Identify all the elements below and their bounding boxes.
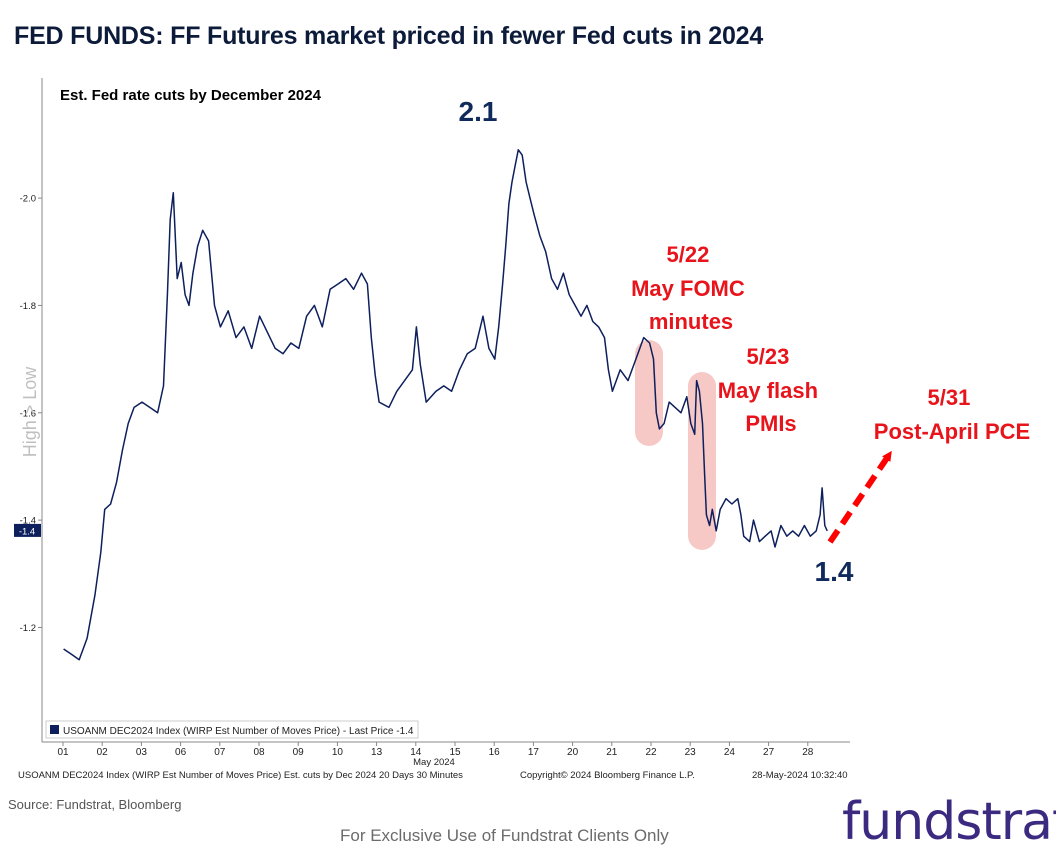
x-tick-label: 24: [724, 747, 736, 758]
x-tick-label: 10: [332, 747, 344, 758]
legend-box: [45, 720, 419, 739]
x-tick-label: 01: [57, 747, 69, 758]
pmi-annotation: 5/23 May flash PMIs: [718, 344, 824, 436]
fomc-annotation: 5/22 May FOMC minutes: [631, 242, 751, 334]
peak-annotation: 2.1: [459, 96, 498, 127]
timestamp: 28-May-2024 10:32:40: [752, 770, 848, 781]
chart-subtitle: Est. Fed rate cuts by December 2024: [60, 87, 322, 104]
last-price-tag: [14, 523, 41, 537]
pmi-highlight: [688, 372, 716, 550]
x-tick-label: 08: [253, 747, 265, 758]
fundstrat-logo: fundstrat: [842, 792, 1056, 852]
y-tick-label: -1.4: [20, 516, 36, 527]
x-tick-label: 06: [175, 747, 187, 758]
x-tick-label: 13: [371, 747, 383, 758]
x-tick-label: 28: [802, 747, 814, 758]
x-tick-label: 17: [528, 747, 540, 758]
pce-arrow: [827, 450, 892, 544]
exclusive-note: For Exclusive Use of Fundstrat Clients O…: [340, 826, 669, 845]
x-tick-label: 23: [685, 747, 697, 758]
legend-label: USOANM DEC2024 Index (WIRP Est Number of…: [63, 726, 414, 737]
y-tick-label: -2.0: [20, 194, 36, 205]
series-line: [63, 149, 828, 661]
x-tick-label: 20: [567, 747, 579, 758]
x-tick-label: 07: [214, 747, 226, 758]
y-tick-label: -1.2: [20, 623, 36, 634]
y-tick-label: -1.6: [20, 408, 36, 419]
chart: -2.0 -1.8 -1.6 -1.4 -1.2 01 02 03 06 07 08 09 10 13 1…: [14, 78, 1030, 781]
x-tick-label: 15: [449, 747, 461, 758]
x-tick-label: 16: [489, 747, 501, 758]
x-month-label: May 2024: [413, 757, 455, 768]
x-tick-label: 03: [136, 747, 148, 758]
fomc-highlight: [635, 340, 663, 446]
x-tick-label: 02: [97, 747, 109, 758]
copyright: Copyright© 2024 Bloomberg Finance L.P.: [520, 770, 695, 781]
source-note: Source: Fundstrat, Bloomberg: [8, 797, 182, 812]
page-title: FED FUNDS: FF Futures market priced in f…: [14, 22, 764, 50]
last-value-annotation: 1.4: [815, 556, 854, 587]
x-tick-label: 21: [606, 747, 618, 758]
x-tick-label: 09: [293, 747, 305, 758]
last-price-tag-label: -1.4: [19, 526, 35, 537]
x-tick-label: 22: [645, 747, 657, 758]
x-tick-label: 14: [410, 747, 422, 758]
series-footnote: USOANM DEC2024 Index (WIRP Est Number of…: [18, 770, 463, 781]
y-tick-label: -1.8: [20, 301, 36, 312]
pce-annotation: 5/31 Post-April PCE: [874, 385, 1030, 444]
legend-swatch: [50, 725, 59, 734]
x-tick-label: 27: [763, 747, 775, 758]
y-axis-label: High > Low: [20, 366, 40, 458]
